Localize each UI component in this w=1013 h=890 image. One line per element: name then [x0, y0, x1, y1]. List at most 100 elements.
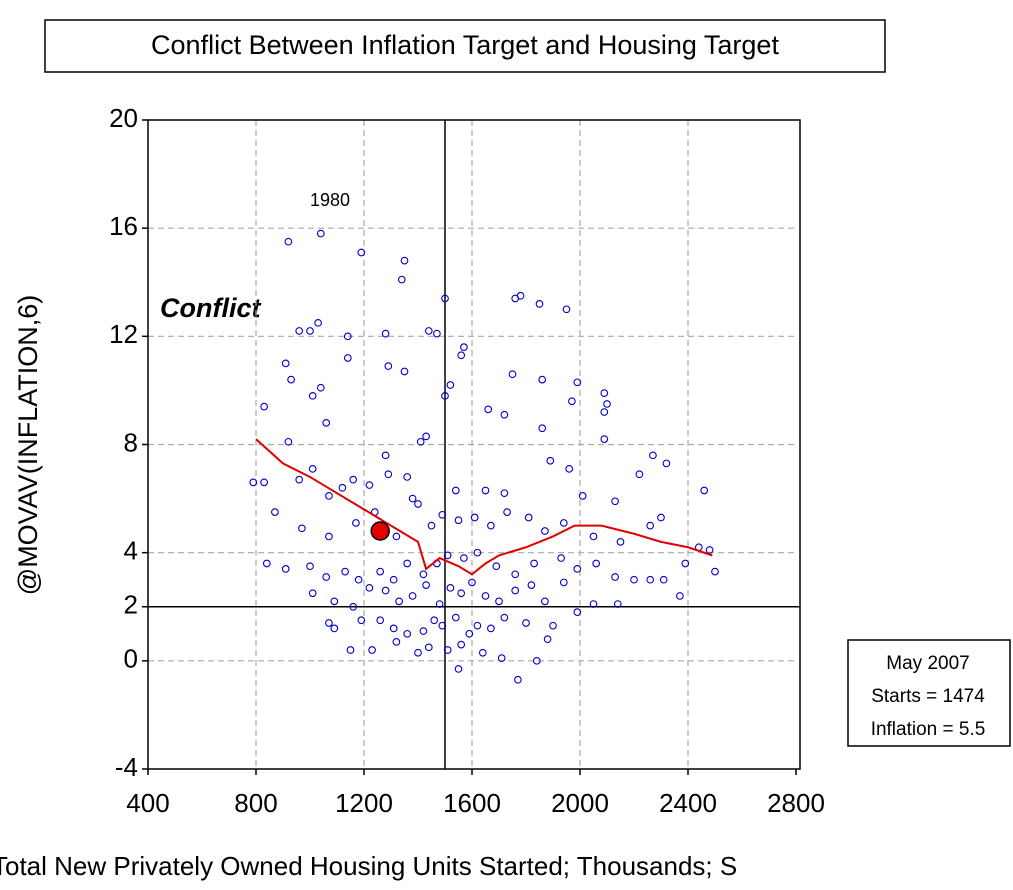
scatter-point [308, 589, 317, 598]
scatter-point [438, 510, 447, 519]
scatter-point [446, 381, 455, 389]
scatter-point [365, 481, 374, 489]
scatter-point [530, 559, 538, 568]
y-tick-label: -4 [115, 752, 138, 782]
scatter-point [503, 508, 511, 516]
scatter-point [419, 627, 428, 635]
scatter-point [284, 437, 293, 446]
scatter-point [357, 616, 366, 625]
scatter-point [657, 513, 665, 522]
scatter-point [368, 646, 376, 654]
trend-line [255, 438, 713, 576]
scatter-point [538, 375, 547, 384]
scatter-point [400, 367, 409, 376]
scatter-point [422, 432, 430, 441]
scatter-point [511, 570, 520, 579]
scatter-point [352, 519, 360, 527]
x-axis-label: Total New Privately Owned Housing Units … [0, 851, 737, 881]
scatter-point [325, 492, 333, 500]
scatter-point [395, 597, 403, 606]
scatter-point [376, 567, 385, 576]
scatter-point [559, 519, 568, 527]
scatter-point [611, 573, 619, 581]
scatter-point [600, 435, 609, 443]
scatter-point [349, 475, 358, 484]
scatter-point [414, 648, 422, 657]
scatter-point [454, 516, 463, 525]
scatter-point [565, 464, 574, 473]
scatter-point [538, 424, 547, 433]
scatter-point [346, 646, 355, 654]
scatter-point [260, 478, 268, 487]
scatter-point [546, 456, 555, 465]
scatter-point [408, 592, 417, 600]
scatter-point [662, 459, 671, 468]
scatter-point [443, 551, 452, 560]
info-text: May 2007 [886, 653, 969, 674]
scatter-point [481, 486, 490, 495]
scatter-point [419, 570, 428, 579]
scatter-point [430, 616, 439, 625]
scatter-point [287, 375, 295, 384]
scatter-point [316, 383, 325, 392]
scatter-point [389, 624, 398, 633]
scatter-point [341, 567, 349, 576]
scatter-point [376, 616, 385, 625]
scatter-point [330, 624, 339, 633]
scatter-point [524, 513, 533, 522]
scatter-point [573, 378, 582, 387]
scatter-point [557, 554, 565, 562]
scatter-point [457, 640, 466, 649]
scatter-point [500, 489, 509, 498]
scatter-point [470, 513, 479, 522]
scatter-point [676, 592, 684, 600]
scatter-point [511, 586, 520, 595]
scatter-point [441, 294, 449, 303]
scatter-point [589, 600, 598, 608]
scatter-point [414, 500, 422, 508]
scatter-point [389, 575, 398, 584]
scatter-point [322, 573, 331, 581]
scatter-point [487, 624, 495, 633]
scatter-point [271, 508, 279, 516]
scatter-point [392, 638, 401, 646]
scatter-point [514, 675, 522, 684]
chart-title: Conflict Between Inflation Target and Ho… [151, 30, 779, 60]
scatter-point [613, 600, 622, 608]
scatter-point [559, 578, 568, 587]
scatter-point [457, 351, 466, 360]
scatter-point [646, 575, 655, 584]
scatter-point [659, 575, 668, 584]
scatter-point [343, 332, 352, 341]
scatter-point [443, 646, 452, 654]
scatter-point [497, 654, 506, 662]
scatter-point [354, 575, 363, 584]
x-tick-label: 400 [126, 788, 169, 818]
scatter-point [403, 559, 412, 568]
scatter-point [527, 581, 536, 589]
y-tick-label: 2 [124, 590, 138, 620]
scatter-point [308, 391, 317, 400]
scatter-point [408, 494, 417, 503]
scatter-point [381, 586, 390, 595]
scatter-point [541, 527, 549, 535]
scatter-point [481, 592, 490, 600]
scatter-point [568, 397, 576, 406]
scatter-point [492, 562, 501, 571]
scatter-point [465, 629, 474, 638]
scatter-point [460, 343, 468, 352]
scatter-point [600, 408, 609, 416]
info-text: Inflation = 5.5 [871, 719, 986, 740]
scatter-point [711, 567, 719, 576]
x-tick-label: 1200 [335, 788, 393, 818]
highlight-point [370, 521, 390, 541]
scatter-point [446, 583, 455, 592]
scatter-point [495, 597, 503, 606]
scatter-point [427, 521, 436, 530]
y-tick-label: 16 [109, 211, 138, 241]
scatter-point [260, 402, 268, 411]
scatter-point [522, 619, 530, 627]
scatter-point [578, 492, 587, 500]
